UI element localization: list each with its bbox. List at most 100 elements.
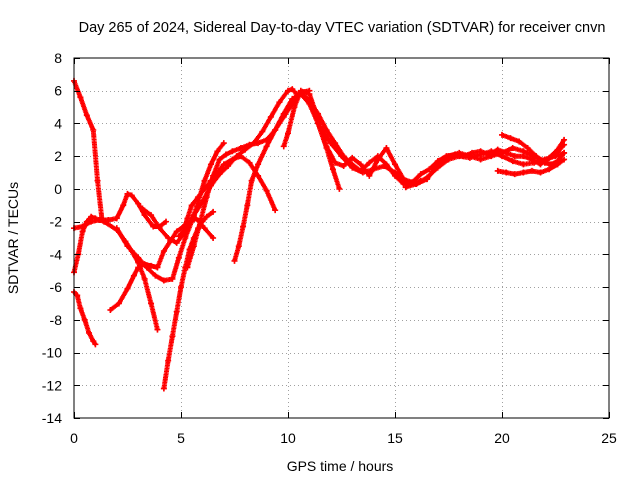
y-tick-label: 8 [54, 50, 62, 66]
data-point [105, 217, 112, 223]
y-tick-label: -4 [50, 246, 63, 262]
data-point [272, 127, 279, 133]
data-point [520, 161, 527, 168]
data-point [203, 213, 210, 220]
data-point [237, 145, 244, 151]
data-point [92, 341, 99, 348]
data-point [289, 95, 296, 102]
data-point [229, 148, 236, 155]
data-point [426, 166, 433, 173]
series-track-2 [71, 289, 99, 348]
data-point [143, 264, 150, 271]
x-axis-label: GPS time / hours [287, 458, 394, 474]
data-point [259, 128, 266, 135]
data-point [201, 225, 208, 232]
data-point [516, 138, 523, 145]
data-point [520, 169, 527, 176]
data-point [349, 154, 356, 161]
data-point [220, 161, 227, 168]
data-point [392, 169, 398, 176]
data-point [235, 243, 242, 250]
data-point [163, 218, 170, 225]
data-point [381, 163, 388, 169]
data-point [524, 145, 531, 151]
data-point [306, 97, 313, 104]
data-point [554, 158, 561, 165]
data-point [124, 190, 131, 197]
data-point [154, 264, 161, 271]
data-point [165, 235, 172, 241]
data-point [220, 140, 227, 147]
data-point [297, 89, 304, 96]
data-point [244, 202, 251, 209]
data-point [280, 143, 287, 150]
data-point [173, 308, 180, 315]
data-point [216, 156, 223, 163]
data-point [285, 130, 291, 137]
data-point [150, 223, 157, 230]
data-point [511, 171, 518, 178]
data-point [184, 264, 191, 271]
data-point [276, 99, 283, 106]
x-tick-label: 0 [70, 430, 78, 446]
data-point [160, 277, 167, 284]
data-point [96, 217, 103, 223]
data-point [88, 218, 95, 225]
data-point [128, 192, 135, 199]
data-point [488, 153, 495, 160]
data-point [336, 185, 343, 192]
y-tick-label: -6 [50, 279, 63, 295]
data-point [94, 177, 101, 184]
data-point [77, 305, 84, 312]
data-point [499, 149, 505, 156]
series-track-6 [113, 140, 227, 284]
data-point [141, 275, 148, 282]
data-point [148, 262, 155, 269]
x-tick-label: 25 [601, 430, 617, 446]
data-point [178, 284, 184, 291]
data-point [366, 172, 373, 179]
series-track-1 [71, 77, 105, 222]
data-point [338, 153, 345, 160]
data-point [135, 264, 142, 271]
data-point [229, 156, 236, 163]
data-point [135, 254, 142, 261]
data-point [503, 169, 510, 176]
series-track-17 [402, 141, 568, 191]
series-track-15 [494, 156, 568, 178]
data-point [456, 149, 463, 156]
data-point [329, 166, 336, 173]
y-tick-label: 6 [54, 83, 62, 99]
data-point [531, 159, 538, 166]
data-point [263, 143, 270, 150]
data-point [434, 161, 441, 168]
data-point [357, 161, 364, 168]
data-point [546, 166, 553, 173]
data-point [509, 145, 516, 151]
data-point [195, 194, 202, 201]
data-point [340, 163, 347, 169]
data-point [115, 300, 122, 307]
data-point [494, 167, 501, 174]
data-point [413, 181, 420, 187]
tick-layer: 0 5 10 15 20 25 -14 -12 -10 -8 -6 -4 -2 0 2 4 6 8 [42, 50, 617, 446]
chart-title: Day 265 of 2024, Sidereal Day-to-day VTE… [79, 20, 606, 36]
data-point [141, 212, 148, 219]
data-point [289, 86, 296, 93]
data-point [79, 223, 86, 230]
data-point [370, 166, 377, 173]
series-track-11 [231, 91, 343, 264]
data-point [531, 153, 538, 160]
data-point [124, 285, 131, 292]
data-point [113, 215, 120, 222]
data-point [528, 167, 535, 174]
data-point [246, 159, 253, 166]
data-point [135, 200, 142, 207]
data-point [267, 113, 274, 120]
series-track-4 [71, 190, 170, 232]
x-tick-label: 5 [177, 430, 185, 446]
data-point [499, 131, 505, 138]
data-point [120, 202, 127, 209]
